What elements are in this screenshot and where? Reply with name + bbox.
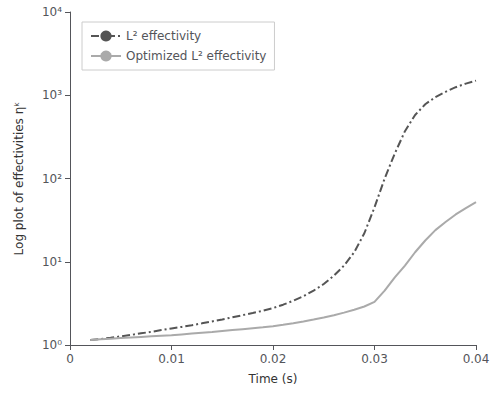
svg-text:10⁰: 10⁰ xyxy=(42,338,62,352)
svg-text:L² effectivity: L² effectivity xyxy=(126,29,201,43)
svg-text:0.03: 0.03 xyxy=(361,352,388,366)
svg-text:10²: 10² xyxy=(42,172,62,186)
svg-text:0.01: 0.01 xyxy=(158,352,185,366)
svg-text:Time (s): Time (s) xyxy=(248,372,298,386)
svg-text:0: 0 xyxy=(66,352,74,366)
svg-text:10⁴: 10⁴ xyxy=(42,5,62,19)
svg-text:10³: 10³ xyxy=(42,88,62,102)
svg-text:10¹: 10¹ xyxy=(42,255,62,269)
svg-text:0.02: 0.02 xyxy=(260,352,287,366)
svg-text:Optimized L² effectivity: Optimized L² effectivity xyxy=(126,49,266,63)
svg-text:Log plot of effectivities ηᵏ: Log plot of effectivities ηᵏ xyxy=(12,102,26,256)
svg-text:0.04: 0.04 xyxy=(463,352,490,366)
